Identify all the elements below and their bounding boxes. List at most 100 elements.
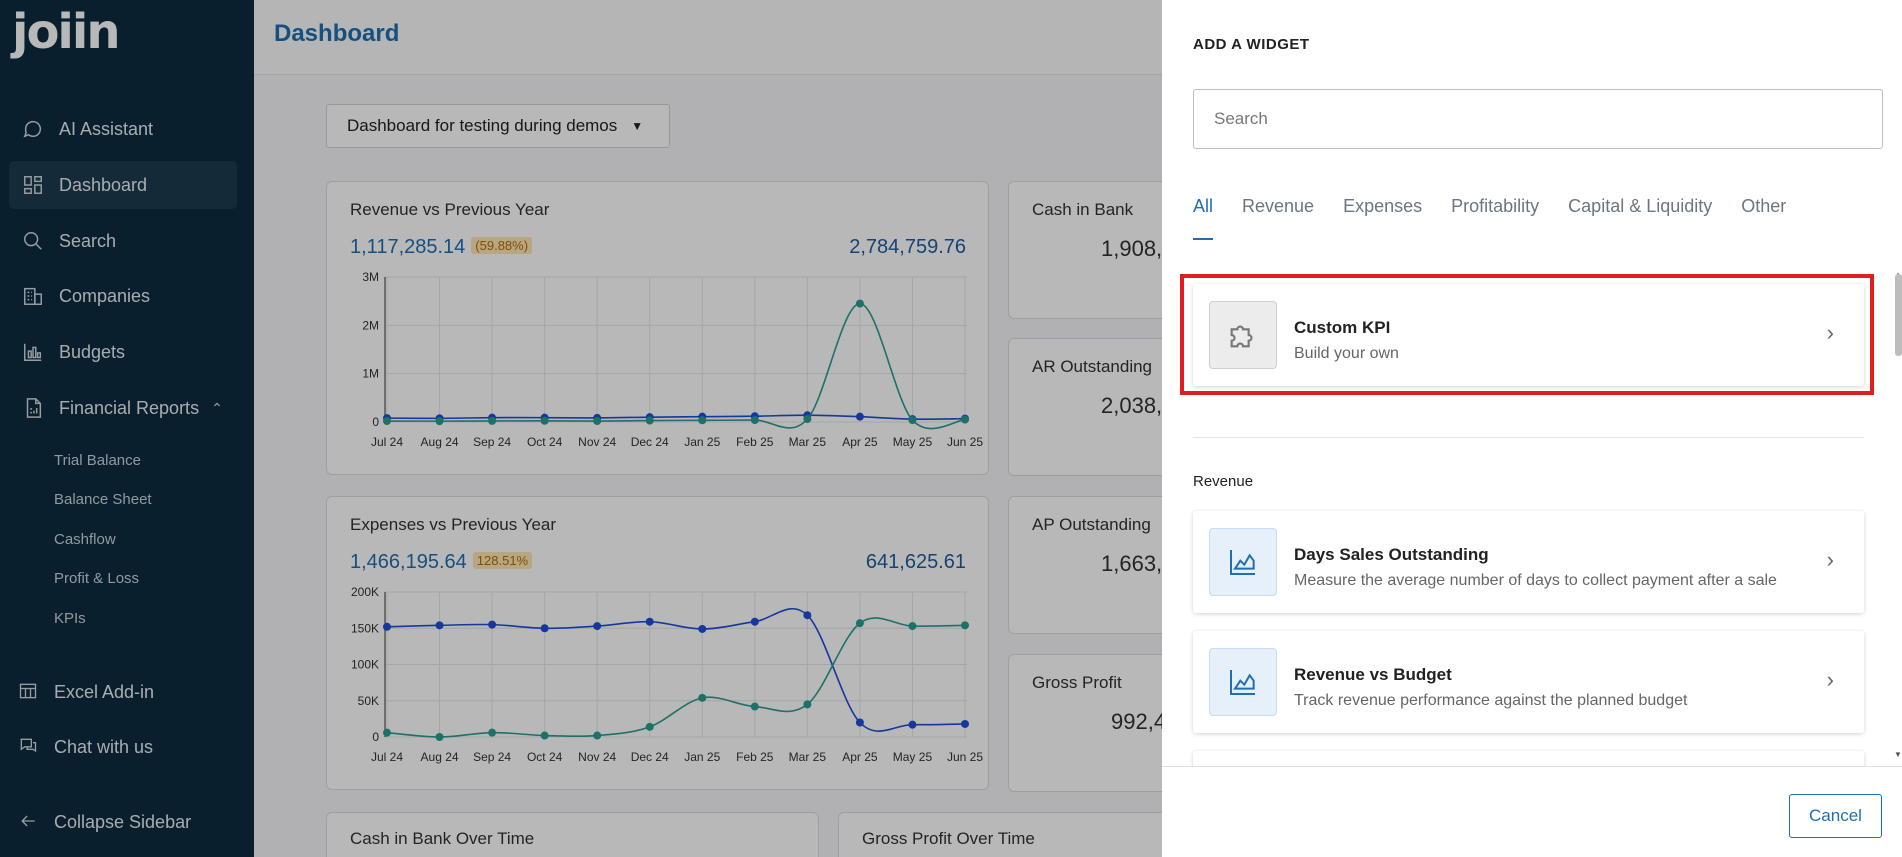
sub-item-kpis[interactable]: KPIs [54, 610, 86, 627]
widget-title: Revenue vs Budget [1294, 665, 1452, 684]
drawer-title: ADD A WIDGET [1193, 36, 1310, 53]
x-tick-label: Sep 24 [473, 750, 511, 764]
scroll-down-icon[interactable]: ▼ [1894, 750, 1902, 759]
nav-budgets[interactable]: Budgets [9, 328, 237, 376]
nav-chat-with-us[interactable]: Chat with us [18, 736, 153, 758]
data-point [908, 622, 917, 631]
x-tick-label: Oct 24 [527, 435, 563, 449]
expenses-card[interactable]: Expenses vs Previous Year 1,466,195.64 12… [326, 496, 989, 790]
sidebar: joiin AI Assistant Dashboard Search Comp… [0, 0, 254, 857]
widget-title: Days Sales Outstanding [1294, 545, 1489, 564]
nav-label: AI Assistant [59, 118, 154, 139]
data-point [645, 617, 654, 626]
widget-custom-kpi[interactable]: Custom KPI Build your own › [1193, 284, 1864, 386]
data-point [645, 722, 654, 731]
sub-item-cashflow[interactable]: Cashflow [54, 531, 116, 548]
dashboard-select[interactable]: Dashboard for testing during demos ▼ [326, 104, 670, 148]
x-tick-label: Nov 24 [578, 750, 616, 764]
joiin-logo[interactable]: joiin [12, 4, 121, 60]
data-point [908, 720, 917, 729]
data-point [540, 624, 549, 633]
chevron-right-icon: › [1826, 667, 1834, 692]
data-point [488, 728, 497, 737]
data-point [435, 621, 444, 630]
expenses-chart: 0 50K 100K 150K 200K Jul 24 Aug 24 Sep 24 Oct 24… [351, 585, 983, 764]
x-tick-label: Mar 25 [789, 435, 827, 449]
collapse-sidebar[interactable]: Collapse Sidebar [18, 811, 191, 833]
x-tick-label: May 25 [893, 435, 933, 449]
tab-all[interactable]: All [1193, 196, 1214, 240]
widget-search-input[interactable] [1193, 89, 1883, 149]
data-point [383, 728, 391, 737]
prev-value: 2,784,759.76 [849, 236, 966, 258]
data-point [540, 416, 549, 425]
y-tick-label: 150K [351, 621, 379, 635]
tab-revenue[interactable]: Revenue [1242, 196, 1315, 216]
chevron-right-icon: › [1826, 320, 1834, 345]
chevron-up-icon[interactable]: ⌃ [211, 399, 223, 416]
tab-profitability[interactable]: Profitability [1451, 196, 1540, 216]
y-tick-label: 0 [372, 730, 379, 744]
x-tick-label: Apr 25 [842, 750, 878, 764]
nav-excel-addin[interactable]: Excel Add-in [18, 681, 154, 703]
nav-dashboard[interactable]: Dashboard [9, 161, 237, 209]
nav-label: Companies [59, 285, 151, 306]
cash-over-time-card[interactable]: Cash in Bank Over Time [326, 812, 819, 857]
widget-days-sales-outstanding[interactable]: Days Sales Outstanding Measure the avera… [1193, 511, 1864, 613]
series-line-0 [386, 414, 966, 420]
sub-item-trial-balance[interactable]: Trial Balance [54, 452, 141, 469]
data-point [540, 731, 549, 740]
prev-value: 641,625.61 [865, 551, 966, 573]
data-point [488, 620, 497, 629]
card-title: Revenue vs Previous Year [350, 200, 550, 219]
y-tick-label: 1M [362, 367, 379, 381]
data-point [383, 417, 391, 426]
pct-badge: 128.51% [472, 552, 533, 569]
data-point [855, 619, 864, 628]
card-value: 1,117,285.14 (59.88%) [350, 236, 533, 259]
search-icon [21, 229, 45, 253]
x-tick-label: Jul 24 [371, 750, 403, 764]
widget-desc: Build your own [1294, 345, 1399, 362]
x-tick-label: Feb 25 [736, 750, 774, 764]
nav-label: Search [59, 230, 117, 251]
nav-search[interactable]: Search [9, 217, 237, 265]
data-point [855, 299, 864, 308]
data-point [698, 693, 707, 702]
x-tick-label: Mar 25 [789, 750, 827, 764]
tab-capital-liquidity[interactable]: Capital & Liquidity [1568, 196, 1713, 216]
data-point [750, 416, 759, 425]
sub-item-balance-sheet[interactable]: Balance Sheet [54, 491, 152, 508]
tab-expenses[interactable]: Expenses [1343, 196, 1423, 216]
nav-financial-reports[interactable]: Financial Reports ⌃ [9, 384, 237, 432]
revenue-card[interactable]: Revenue vs Previous Year 1,117,285.14 (59… [326, 181, 989, 475]
nav-label: Budgets [59, 341, 126, 362]
nav-label: Dashboard [59, 174, 148, 195]
card-title: AR Outstanding [1032, 357, 1153, 376]
y-tick-label: 2M [362, 318, 379, 332]
nav-companies[interactable]: Companies [9, 272, 237, 320]
x-tick-label: Aug 24 [421, 435, 459, 449]
widget-desc: Track revenue performance against the pl… [1294, 692, 1688, 709]
nav-label: Excel Add-in [54, 681, 155, 702]
nav-ai-assistant[interactable]: AI Assistant [9, 105, 237, 153]
card-title: Cash in Bank [1032, 200, 1134, 219]
chevron-right-icon: › [1826, 547, 1834, 572]
data-point [803, 415, 812, 424]
cancel-button[interactable]: Cancel [1789, 794, 1882, 838]
data-point [961, 719, 969, 728]
nav-label: Chat with us [54, 736, 154, 757]
widget-revenue-vs-budget[interactable]: Revenue vs Budget Track revenue performa… [1193, 631, 1864, 733]
data-point [645, 416, 654, 425]
x-tick-label: Feb 25 [736, 435, 774, 449]
page-title: Dashboard [274, 20, 400, 47]
sub-item-profit-loss[interactable]: Profit & Loss [54, 570, 140, 587]
data-point [698, 624, 707, 633]
add-widget-drawer: ADD A WIDGET All Revenue Expenses Profit… [1162, 0, 1902, 857]
modal-overlay[interactable] [0, 0, 1162, 857]
card-title: Cash in Bank Over Time [350, 829, 535, 848]
building-icon [21, 284, 45, 308]
tab-other[interactable]: Other [1741, 196, 1787, 216]
data-point [593, 731, 602, 740]
drawer-scrollbar[interactable] [1895, 274, 1902, 356]
